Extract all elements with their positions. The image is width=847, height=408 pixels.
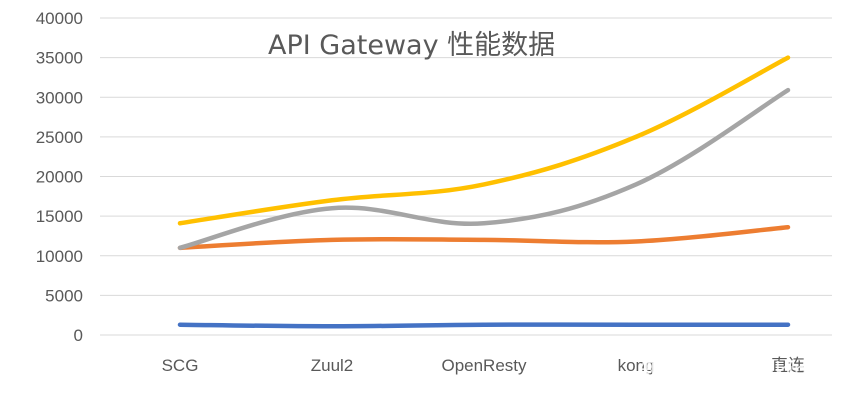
y-tick-label: 10000 xyxy=(36,247,83,266)
y-tick-label: 30000 xyxy=(36,88,83,107)
y-tick-label: 15000 xyxy=(36,207,83,226)
y-tick-label: 25000 xyxy=(36,128,83,147)
y-tick-label: 40000 xyxy=(36,9,83,28)
x-tick-label: SCG xyxy=(162,356,199,375)
x-tick-label: OpenResty xyxy=(441,356,527,375)
series-line-2 xyxy=(177,224,791,251)
chart-title: API Gateway 性能数据 xyxy=(268,30,555,61)
series-lines xyxy=(177,55,791,329)
watermark-blog: blog.fishedee.com xyxy=(712,386,818,401)
y-tick-label: 20000 xyxy=(36,168,83,187)
series-line-4 xyxy=(177,55,791,226)
watermark-zhihu: 知乎 @kimmking xyxy=(640,359,821,384)
y-tick-label: 0 xyxy=(74,326,83,345)
x-tick-label: Zuul2 xyxy=(311,356,354,375)
x-tick-label: kong xyxy=(618,356,655,375)
y-tick-label: 5000 xyxy=(45,286,83,305)
y-tick-label: 35000 xyxy=(36,49,83,68)
series-line-3 xyxy=(177,87,791,251)
x-axis-ticks: SCG Zuul2 OpenResty kong 直连 xyxy=(162,356,805,375)
gridlines xyxy=(100,17,832,336)
x-tick-label: 直连 xyxy=(771,356,805,375)
y-axis-ticks: 0 5000 10000 15000 20000 25000 30000 35000 40000 xyxy=(36,9,83,345)
series-line-1 xyxy=(177,322,791,329)
